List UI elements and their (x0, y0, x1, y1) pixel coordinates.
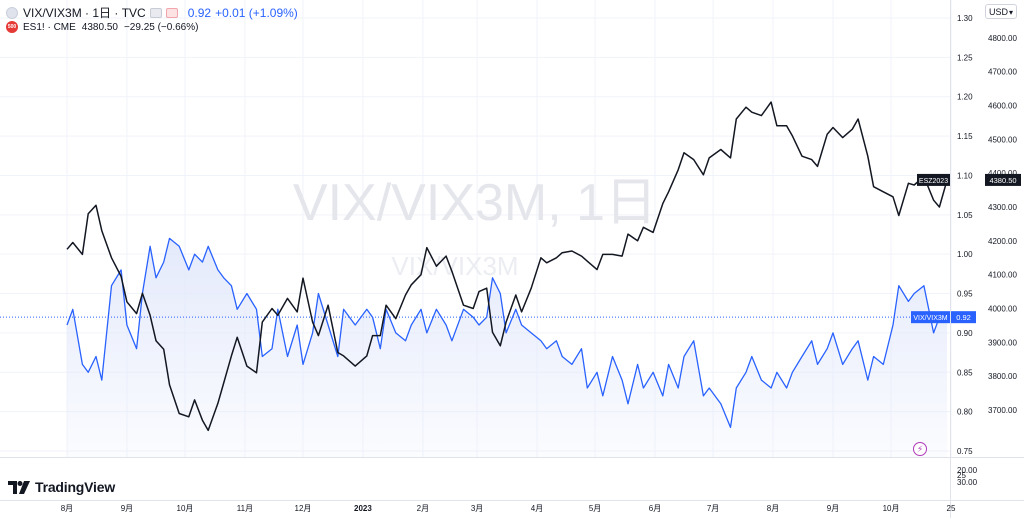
ratio-axis-tick: 1.10 (957, 171, 973, 180)
visibility-icon[interactable] (149, 7, 162, 18)
price-axis-tick: 4000.00 (988, 305, 1017, 314)
ratio-axis-tick: 1.00 (957, 250, 973, 259)
price-axis-tick: 4700.00 (988, 68, 1017, 77)
chevron-down-icon: ▾ (1008, 8, 1013, 17)
compare-change-value: −29.25 (−0.66%) (123, 21, 199, 33)
ratio-axis-tick: 1.25 (957, 53, 973, 62)
ratio-axis-tick: 0.75 (957, 447, 973, 456)
time-axis-tick: 2023 (354, 504, 372, 513)
main-series-legend[interactable]: VIX/VIX3M · 1日 · TVC 0.92 +0.01 (+1.09%) (6, 4, 298, 21)
ratio-axis-tick: 1.05 (957, 211, 973, 220)
tradingview-logo-icon (8, 480, 30, 494)
tradingview-logo[interactable]: TradingView (8, 479, 115, 495)
price-axis-tick: 3700.00 (988, 406, 1017, 415)
price-axis-tick: 4600.00 (988, 101, 1017, 110)
time-axis-tick: 6月 (649, 504, 661, 513)
time-axis-tick: 25 (947, 504, 956, 513)
price-axis-tick: 3800.00 (988, 372, 1017, 381)
es-last-value-badge (985, 173, 1021, 186)
ratio-axis-tick: 0.90 (957, 329, 973, 338)
compare-series-legend[interactable]: 500 ES1! · CME 4380.50 −29.25 (−0.66%) (6, 21, 198, 33)
chart-watermark: VIX/VIX3M, 1日 (293, 174, 657, 232)
time-axis-tick: 5月 (589, 504, 601, 513)
price-axis-tick: 3900.00 (988, 338, 1017, 347)
ratio-axis-tick: 0.80 (957, 408, 973, 417)
es-series-label: ESZ2023 (919, 178, 948, 185)
tradingview-logo-text: TradingView (35, 479, 116, 495)
compare-symbol-title[interactable]: ES1! · CME (23, 21, 76, 33)
lower-pane-tick: 30.00 (957, 478, 978, 487)
cme-logo-icon: 500 (6, 21, 18, 33)
ratio-axis-tick: 1.15 (957, 132, 973, 141)
main-last-value: 0.92 (187, 5, 212, 20)
time-axis-tick: 2月 (417, 504, 429, 513)
currency-label: USD (989, 7, 1009, 17)
time-axis-tick: 9月 (827, 504, 839, 513)
price-axis-tick: 4400.00 (988, 169, 1017, 178)
time-axis-tick: 3月 (471, 504, 483, 513)
compare-badge-icon[interactable] (165, 7, 178, 18)
time-axis-tick: 4月 (531, 504, 543, 513)
ratio-axis-tick: 1.20 (957, 93, 973, 102)
vix-area-fill (66, 238, 948, 457)
lower-pane-tick: 20.00 (957, 466, 978, 475)
vix-last-value-badge (951, 311, 976, 324)
es-series-label-bg (917, 173, 950, 186)
vix-series-label: VIX/VIX3M (913, 315, 947, 322)
time-axis-tick: 12月 (295, 504, 312, 513)
vix-series-label-bg (911, 311, 950, 324)
time-axis-tick: 7月 (707, 504, 719, 513)
ratio-axis-tick: 0.85 (957, 368, 973, 377)
lower-pane-tick: 25 (957, 471, 966, 480)
lightning-icon[interactable]: ⚡ (913, 442, 927, 456)
price-axis-tick: 4800.00 (988, 34, 1017, 43)
price-axis-tick: 4100.00 (988, 271, 1017, 280)
main-change-value: +0.01 (+1.09%) (215, 5, 298, 20)
time-axis-tick: 11月 (237, 504, 253, 513)
price-axis-tick: 4200.00 (988, 237, 1017, 246)
time-axis-tick: 8月 (767, 504, 779, 513)
ratio-axis-tick: 1.30 (957, 14, 973, 23)
time-axis-tick: 9月 (121, 504, 133, 513)
es-last-value-text: 4380.50 (989, 176, 1016, 185)
es-series-line[interactable] (66, 101, 948, 432)
vix-last-value-text: 0.92 (956, 313, 971, 322)
time-axis-tick: 10月 (177, 504, 194, 513)
currency-selector[interactable]: USD ▾ (985, 4, 1017, 19)
ratio-axis-tick: 0.95 (957, 290, 973, 299)
main-symbol-title[interactable]: VIX/VIX3M · 1日 · TVC (23, 6, 146, 20)
price-axis-tick: 4300.00 (988, 203, 1017, 212)
compare-last-value: 4380.50 (81, 21, 118, 33)
price-axis-tick: 4500.00 (988, 135, 1017, 144)
vix-series-line[interactable] (66, 237, 948, 429)
time-axis-tick: 8月 (61, 504, 73, 513)
chart-watermark-secondary: VIX/VIX3M (391, 251, 518, 281)
symbol-logo-icon (6, 6, 18, 19)
time-axis-tick: 10月 (883, 504, 900, 513)
